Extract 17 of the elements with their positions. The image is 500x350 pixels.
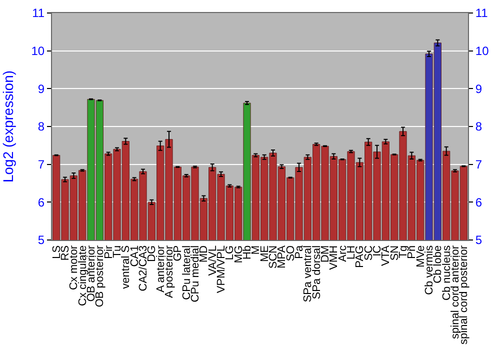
- y-tick-label: 6: [38, 195, 45, 210]
- y-tick-label: 9: [38, 82, 45, 96]
- y2-tick-label: 11: [475, 6, 488, 20]
- x-tick-label: A posterior: [164, 245, 176, 298]
- y2-tick-label: 10: [475, 44, 490, 58]
- y2-tick-label: 9: [475, 82, 482, 96]
- y-axis-title: Log2 (expression): [0, 70, 16, 183]
- y-tick-label: 5: [38, 233, 45, 248]
- y-tick-label: 10: [31, 44, 45, 58]
- y2-tick-label: 7: [475, 158, 482, 172]
- y2-tick-label: 8: [475, 120, 482, 134]
- y2-tick-label: 6: [475, 195, 482, 210]
- y-tick-label: 11: [32, 6, 45, 20]
- x-tick-label: Tg: [398, 245, 410, 258]
- y-tick-label: 8: [38, 120, 45, 134]
- y2-tick-label: 5: [475, 233, 482, 248]
- y-tick-label: 7: [38, 158, 45, 172]
